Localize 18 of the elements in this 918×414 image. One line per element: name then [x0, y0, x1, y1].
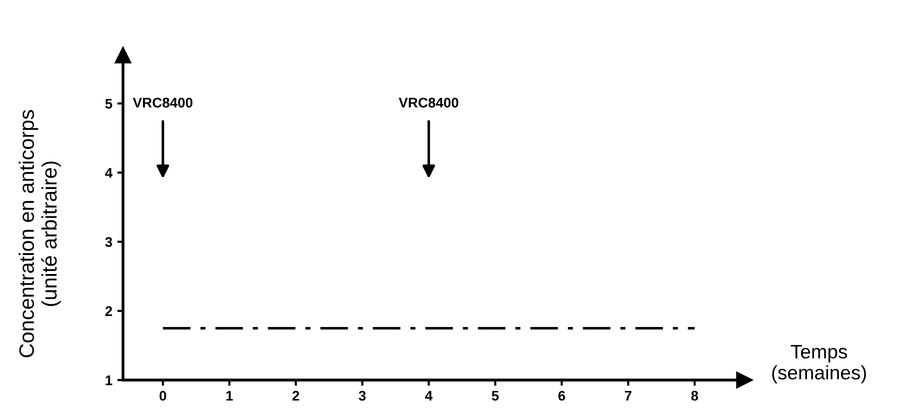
x-tick-label: 8	[691, 390, 698, 401]
x-tick-label: 3	[358, 390, 366, 401]
y-tick-label: 3	[105, 237, 112, 247]
x-tick-label: 5	[492, 390, 499, 401]
x-tick-label: 6	[558, 390, 566, 401]
y-tick-label: 4	[105, 168, 113, 178]
annotation: VRC8400	[398, 98, 458, 108]
y-tick-label: 1	[106, 376, 112, 386]
y-tick-label: 5	[105, 98, 112, 109]
y-tick-label: 2	[105, 306, 112, 316]
x-tick-label: 0	[160, 390, 166, 401]
x-tick-label: 2	[292, 390, 300, 401]
x-axis-title: Temps (semaines)	[772, 344, 866, 384]
x-tick-label: 1	[226, 390, 233, 401]
x-tick-label: 7	[624, 390, 632, 401]
y-axis-title: Concentration en anticorps (unité arbitraire)	[18, 110, 61, 358]
annotation: VRC8400	[132, 98, 192, 108]
x-tick-label: 4	[425, 390, 433, 401]
